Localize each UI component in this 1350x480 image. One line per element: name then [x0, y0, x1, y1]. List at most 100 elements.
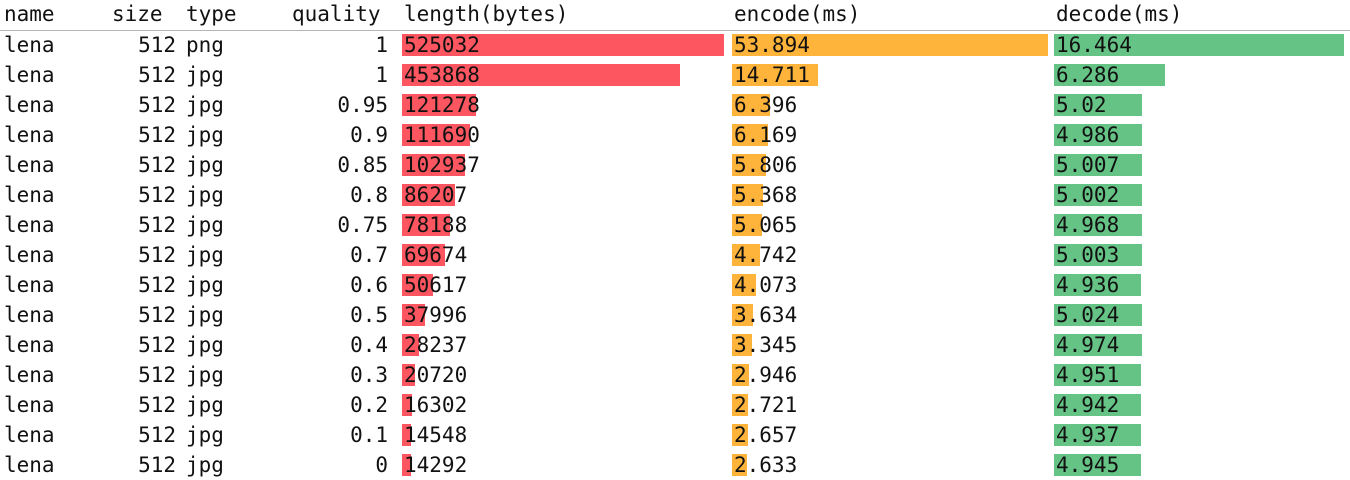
type-cell: jpg [186, 273, 224, 297]
length-bar [402, 424, 411, 446]
length-bar [402, 154, 466, 176]
encode-cell: 5.368 [732, 180, 1048, 210]
length-value: 111690 [404, 123, 480, 147]
length-cell: 37996 [402, 300, 724, 330]
decode-value: 4.968 [1056, 213, 1120, 237]
encode-value: 2.946 [734, 363, 798, 387]
length-cell: 525032 [402, 30, 724, 60]
quality-cell: 1 [375, 63, 388, 87]
type-cell: jpg [186, 153, 224, 177]
header-length: length(bytes) [404, 2, 569, 26]
size-cell: 512 [138, 423, 176, 447]
length-value: 453868 [404, 63, 480, 87]
encode-bar [732, 154, 767, 176]
encode-value: 2.721 [734, 393, 798, 417]
decode-value: 4.951 [1056, 363, 1120, 387]
length-cell: 14292 [402, 450, 724, 480]
quality-cell: 0 [375, 453, 388, 477]
quality-cell: 0.75 [337, 213, 388, 237]
size-cell: 512 [138, 33, 176, 57]
length-cell: 69674 [402, 240, 724, 270]
encode-cell: 3.345 [732, 330, 1048, 360]
encode-value: 2.633 [734, 453, 798, 477]
encode-cell: 4.742 [732, 240, 1048, 270]
encode-value: 5.065 [734, 213, 798, 237]
decode-cell: 5.024 [1054, 300, 1344, 330]
length-value: 20720 [404, 363, 468, 387]
length-bar [402, 394, 412, 416]
length-value: 78188 [404, 213, 468, 237]
encode-value: 4.073 [734, 273, 798, 297]
encode-value: 5.368 [734, 183, 798, 207]
table-row: lena 512 jpg 0 14292 2.633 4.945 [0, 450, 1350, 480]
encode-bar [732, 274, 756, 296]
type-cell: jpg [186, 123, 224, 147]
quality-cell: 0.85 [337, 153, 388, 177]
length-cell: 16302 [402, 390, 724, 420]
decode-value: 4.974 [1056, 333, 1120, 357]
name-cell: lena [4, 423, 55, 447]
decode-value: 4.936 [1056, 273, 1120, 297]
length-value: 86207 [404, 183, 468, 207]
type-cell: jpg [186, 93, 224, 117]
type-cell: jpg [186, 303, 224, 327]
name-cell: lena [4, 243, 55, 267]
quality-cell: 0.8 [350, 183, 388, 207]
header-quality: quality [292, 2, 381, 26]
decode-cell: 4.974 [1054, 330, 1344, 360]
length-cell: 14548 [402, 420, 724, 450]
length-value: 525032 [404, 33, 480, 57]
size-cell: 512 [138, 213, 176, 237]
length-cell: 50617 [402, 270, 724, 300]
name-cell: lena [4, 153, 55, 177]
length-value: 50617 [404, 273, 468, 297]
decode-cell: 4.945 [1054, 450, 1344, 480]
size-cell: 512 [138, 183, 176, 207]
table-row: lena 512 jpg 0.4 28237 3.345 4.974 [0, 330, 1350, 360]
encode-bar [732, 124, 769, 146]
decode-bar [1054, 214, 1142, 236]
length-value: 28237 [404, 333, 468, 357]
name-cell: lena [4, 303, 55, 327]
encode-bar [732, 364, 750, 386]
decode-bar [1054, 454, 1142, 476]
length-bar [402, 274, 434, 296]
length-bar [402, 214, 450, 236]
length-value: 14292 [404, 453, 468, 477]
decode-value: 4.945 [1056, 453, 1120, 477]
encode-bar [732, 184, 764, 206]
length-bar [402, 34, 724, 56]
name-cell: lena [4, 33, 55, 57]
size-cell: 512 [138, 363, 176, 387]
type-cell: jpg [186, 333, 224, 357]
table-header: name size type quality length(bytes) enc… [0, 0, 1350, 31]
table-row: lena 512 jpg 0.3 20720 2.946 4.951 [0, 360, 1350, 390]
size-cell: 512 [138, 153, 176, 177]
length-value: 14548 [404, 423, 468, 447]
encode-value: 2.657 [734, 423, 798, 447]
header-encode: encode(ms) [734, 2, 861, 26]
decode-bar [1054, 64, 1165, 86]
name-cell: lena [4, 393, 55, 417]
decode-bar [1054, 364, 1142, 386]
type-cell: jpg [186, 393, 224, 417]
table-row: lena 512 jpg 0.1 14548 2.657 4.937 [0, 420, 1350, 450]
encode-cell: 2.633 [732, 450, 1048, 480]
length-cell: 86207 [402, 180, 724, 210]
length-value: 121278 [404, 93, 480, 117]
decode-value: 5.003 [1056, 243, 1120, 267]
type-cell: jpg [186, 453, 224, 477]
name-cell: lena [4, 183, 55, 207]
length-value: 37996 [404, 303, 468, 327]
encode-value: 4.742 [734, 243, 798, 267]
type-cell: jpg [186, 63, 224, 87]
length-bar [402, 334, 420, 356]
encode-bar [732, 64, 819, 86]
decode-cell: 4.936 [1054, 270, 1344, 300]
name-cell: lena [4, 363, 55, 387]
name-cell: lena [4, 123, 55, 147]
encode-cell: 6.396 [732, 90, 1048, 120]
decode-cell: 4.986 [1054, 120, 1344, 150]
table-row: lena 512 jpg 0.7 69674 4.742 5.003 [0, 240, 1350, 270]
name-cell: lena [4, 453, 55, 477]
